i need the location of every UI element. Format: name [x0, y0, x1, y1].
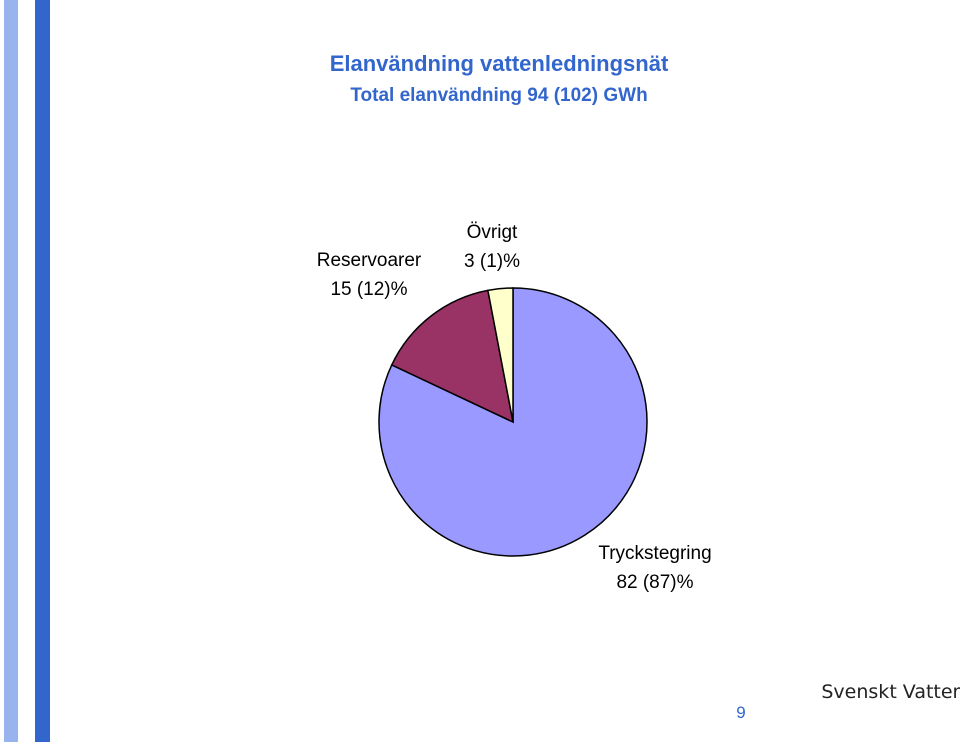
pie-slice: [487, 287, 514, 423]
page-number: 9: [736, 703, 745, 722]
pie-slice: [390, 289, 515, 424]
stripe-dark: [35, 0, 50, 742]
slice-value-label: 82 (87)%: [616, 572, 693, 593]
chart-subtitle: Total elanvändning 94 (102) GWh: [350, 85, 647, 106]
slice-name: Övrigt: [467, 222, 518, 243]
slice-value-label: 3 (1)%: [464, 251, 520, 272]
slice-name: Tryckstegring: [598, 543, 711, 564]
slice-value-label: 15 (12)%: [330, 279, 407, 300]
slice-name: Reservoarer: [317, 250, 422, 271]
chart-title: Elanvändning vattenledningsnät: [330, 51, 669, 76]
stripe-light: [4, 0, 18, 742]
logo: Svenskt Vatten: [821, 681, 960, 703]
